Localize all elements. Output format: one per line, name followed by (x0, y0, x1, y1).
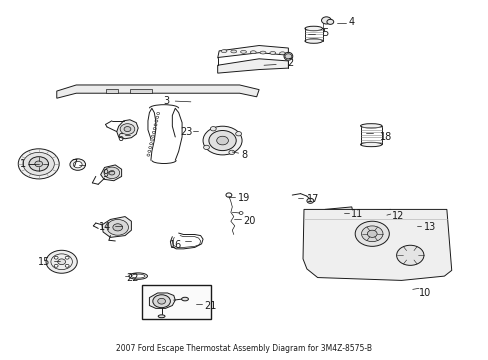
Polygon shape (57, 85, 259, 98)
Text: 20: 20 (243, 216, 255, 226)
Circle shape (203, 126, 242, 155)
Text: 5: 5 (321, 28, 327, 38)
Circle shape (235, 132, 241, 136)
Circle shape (396, 245, 423, 265)
Circle shape (35, 161, 42, 167)
Circle shape (23, 152, 54, 175)
Circle shape (58, 259, 65, 265)
Ellipse shape (305, 26, 322, 31)
Ellipse shape (360, 124, 381, 128)
Ellipse shape (269, 51, 275, 54)
Text: 22: 22 (126, 273, 138, 283)
Text: 14: 14 (99, 222, 111, 232)
Circle shape (354, 221, 388, 246)
Polygon shape (149, 293, 175, 309)
Circle shape (285, 54, 291, 59)
Ellipse shape (230, 50, 236, 53)
Circle shape (104, 167, 120, 179)
Circle shape (153, 295, 170, 308)
Circle shape (29, 157, 48, 171)
Text: 18: 18 (379, 132, 391, 142)
Text: 7: 7 (71, 159, 77, 169)
Ellipse shape (279, 52, 285, 55)
Text: 9: 9 (102, 168, 108, 179)
Circle shape (73, 161, 82, 168)
Circle shape (54, 256, 58, 259)
Circle shape (216, 136, 228, 145)
Circle shape (415, 222, 419, 225)
Circle shape (208, 131, 236, 150)
Circle shape (306, 198, 313, 203)
Text: 23: 23 (180, 127, 192, 136)
Circle shape (124, 127, 131, 132)
Circle shape (65, 256, 69, 259)
Circle shape (412, 221, 421, 227)
Text: 3: 3 (163, 96, 169, 106)
Circle shape (326, 19, 333, 24)
Circle shape (366, 230, 376, 237)
Ellipse shape (360, 142, 381, 147)
Circle shape (65, 264, 69, 267)
Ellipse shape (221, 50, 226, 53)
Circle shape (109, 171, 115, 175)
Text: 10: 10 (418, 288, 430, 298)
Circle shape (120, 124, 135, 134)
Polygon shape (105, 89, 118, 93)
Polygon shape (117, 120, 138, 139)
Text: 19: 19 (238, 193, 250, 203)
Text: 13: 13 (423, 222, 435, 231)
Ellipse shape (305, 39, 322, 43)
Ellipse shape (284, 52, 292, 60)
Circle shape (210, 127, 216, 131)
Polygon shape (217, 59, 288, 73)
Circle shape (46, 250, 77, 273)
Text: 11: 11 (350, 209, 362, 219)
Circle shape (203, 145, 209, 149)
Text: 2007 Ford Escape Thermostat Assembly Diagram for 3M4Z-8575-B: 2007 Ford Escape Thermostat Assembly Dia… (116, 344, 372, 353)
Text: 17: 17 (306, 194, 318, 204)
Ellipse shape (250, 51, 256, 54)
Polygon shape (217, 45, 288, 58)
Polygon shape (101, 165, 122, 181)
Text: 4: 4 (348, 17, 354, 27)
Ellipse shape (260, 51, 265, 54)
Text: 6: 6 (117, 133, 123, 143)
Circle shape (361, 226, 382, 242)
Ellipse shape (181, 297, 188, 301)
Circle shape (158, 298, 165, 304)
Circle shape (321, 17, 330, 24)
Circle shape (107, 220, 128, 235)
Circle shape (113, 224, 122, 231)
Polygon shape (102, 217, 131, 237)
Ellipse shape (240, 50, 246, 53)
Text: 16: 16 (170, 239, 182, 249)
Text: 12: 12 (391, 211, 404, 221)
Circle shape (18, 149, 59, 179)
Text: 1: 1 (20, 159, 26, 169)
Bar (142, 285, 211, 319)
Circle shape (54, 264, 58, 267)
Circle shape (70, 159, 85, 170)
Text: 2: 2 (287, 58, 293, 68)
Polygon shape (325, 207, 352, 219)
Ellipse shape (158, 315, 164, 318)
Text: 8: 8 (241, 150, 247, 160)
Polygon shape (130, 89, 152, 93)
Text: 15: 15 (39, 257, 51, 267)
Polygon shape (303, 210, 451, 280)
Circle shape (228, 150, 234, 154)
Text: 21: 21 (204, 301, 216, 311)
Polygon shape (368, 210, 391, 218)
